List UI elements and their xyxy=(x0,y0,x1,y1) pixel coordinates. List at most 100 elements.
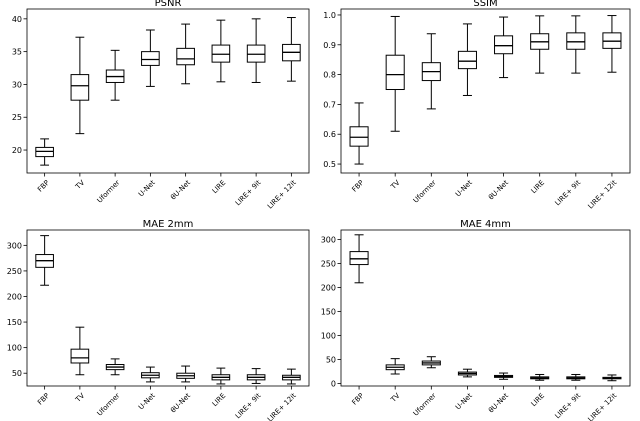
box-5 xyxy=(494,16,514,79)
y-tick-label: 25 xyxy=(12,113,22,122)
box-2 xyxy=(385,358,405,375)
box-3 xyxy=(105,49,125,101)
box-5 xyxy=(176,365,195,383)
category-label: LIRE xyxy=(211,392,227,408)
y-tick-label: 200 xyxy=(7,292,22,301)
y-tick-label: 300 xyxy=(321,236,336,245)
box-8 xyxy=(282,368,301,385)
y-tick-label: 0.5 xyxy=(323,160,336,169)
category-label: θU-Net xyxy=(169,392,192,415)
category-label: U-Net xyxy=(454,392,474,412)
box-6 xyxy=(211,367,231,385)
box-3 xyxy=(421,356,441,369)
box-1 xyxy=(35,235,54,286)
y-tick-label: 300 xyxy=(7,241,22,250)
category-label: θU-Net xyxy=(487,179,510,202)
box-7 xyxy=(246,368,266,384)
category-label: FBP xyxy=(36,392,51,407)
chart-title: MAE 2mm xyxy=(143,219,194,230)
chart-panel-3: MAE 2mm 50 100 150 200 250 300 FBP TV Uformer U-Ne… xyxy=(7,219,310,421)
category-label: LIRE+ 9it xyxy=(554,392,583,421)
y-tick-label: 150 xyxy=(7,318,22,327)
box-5 xyxy=(494,372,514,380)
box-1 xyxy=(349,234,369,284)
box-6 xyxy=(530,373,550,381)
box-7 xyxy=(246,18,266,83)
box-8 xyxy=(602,374,622,382)
category-label: LIRE xyxy=(530,392,546,408)
box-4 xyxy=(141,366,160,383)
y-tick-label: 50 xyxy=(12,369,22,378)
category-label: LIRE+ 12it xyxy=(587,392,619,421)
category-label: Uformer xyxy=(412,179,438,205)
category-label: LIRE+ 12it xyxy=(266,179,298,211)
y-tick-label: 0.6 xyxy=(323,130,336,139)
y-tick-label: 100 xyxy=(7,344,22,353)
category-label: LIRE+ 12it xyxy=(266,392,298,421)
category-label: θU-Net xyxy=(169,179,192,202)
box-4 xyxy=(457,23,477,96)
box-8 xyxy=(282,17,301,82)
axes-frame xyxy=(340,229,631,387)
axes-frame xyxy=(340,8,631,174)
box-1 xyxy=(35,138,54,166)
chart-title: PSNR xyxy=(155,0,182,9)
box-4 xyxy=(457,368,477,378)
axes-frame xyxy=(26,229,310,387)
box-6 xyxy=(211,19,231,83)
y-tick-label: 35 xyxy=(12,48,22,57)
box-4 xyxy=(141,29,160,87)
iqr-box xyxy=(141,51,160,66)
box-2 xyxy=(70,36,90,135)
y-tick-label: 0.9 xyxy=(323,41,336,50)
y-tick-label: 50 xyxy=(326,356,336,365)
box-5 xyxy=(176,23,195,85)
y-tick-label: 40 xyxy=(12,15,22,24)
category-label: TV xyxy=(73,179,86,192)
category-label: LIRE+ 9it xyxy=(234,179,263,208)
iqr-box xyxy=(566,32,586,50)
box-3 xyxy=(105,358,125,376)
category-label: TV xyxy=(389,392,402,405)
chart-panel-1: PSNR 20 25 30 35 40 FBP TV Uformer U-Net θU-Net LIR… xyxy=(12,0,310,211)
iqr-box xyxy=(211,44,231,63)
category-label: LIRE+ 12it xyxy=(587,179,619,211)
y-tick-label: 1.0 xyxy=(323,11,336,20)
y-tick-label: 200 xyxy=(321,284,336,293)
iqr-box xyxy=(385,54,405,91)
category-label: Uformer xyxy=(96,179,122,205)
box-6 xyxy=(530,15,550,74)
y-tick-label: 0 xyxy=(331,380,336,389)
iqr-box xyxy=(349,126,369,147)
box-8 xyxy=(602,15,622,73)
iqr-box xyxy=(70,348,90,364)
box-1 xyxy=(349,102,369,165)
iqr-box xyxy=(457,50,477,70)
category-label: LIRE xyxy=(530,179,546,195)
category-label: LIRE+ 9it xyxy=(554,179,583,208)
iqr-box xyxy=(246,44,266,63)
iqr-box xyxy=(70,74,90,101)
box-2 xyxy=(70,326,90,376)
chart-panel-2: SSIM 0.5 0.6 0.7 0.8 0.9 1.0 FBP TV Uformer U-Net θ… xyxy=(323,0,631,211)
iqr-box xyxy=(35,146,54,158)
category-label: Uformer xyxy=(96,392,122,418)
y-tick-label: 150 xyxy=(321,308,336,317)
chart-title: MAE 4mm xyxy=(460,219,511,230)
y-tick-label: 0.7 xyxy=(323,100,336,109)
category-label: LIRE+ 9it xyxy=(234,392,263,421)
category-label: TV xyxy=(389,179,402,192)
iqr-box xyxy=(176,47,195,66)
category-label: FBP xyxy=(36,179,51,194)
category-label: U-Net xyxy=(137,392,157,412)
category-label: U-Net xyxy=(454,179,474,199)
category-label: θU-Net xyxy=(487,392,510,415)
category-label: FBP xyxy=(351,392,366,407)
category-label: FBP xyxy=(351,179,366,194)
category-label: TV xyxy=(73,392,86,405)
box-2 xyxy=(385,15,405,132)
y-tick-label: 30 xyxy=(12,80,22,89)
box-7 xyxy=(566,15,586,74)
category-label: Uformer xyxy=(412,392,438,418)
